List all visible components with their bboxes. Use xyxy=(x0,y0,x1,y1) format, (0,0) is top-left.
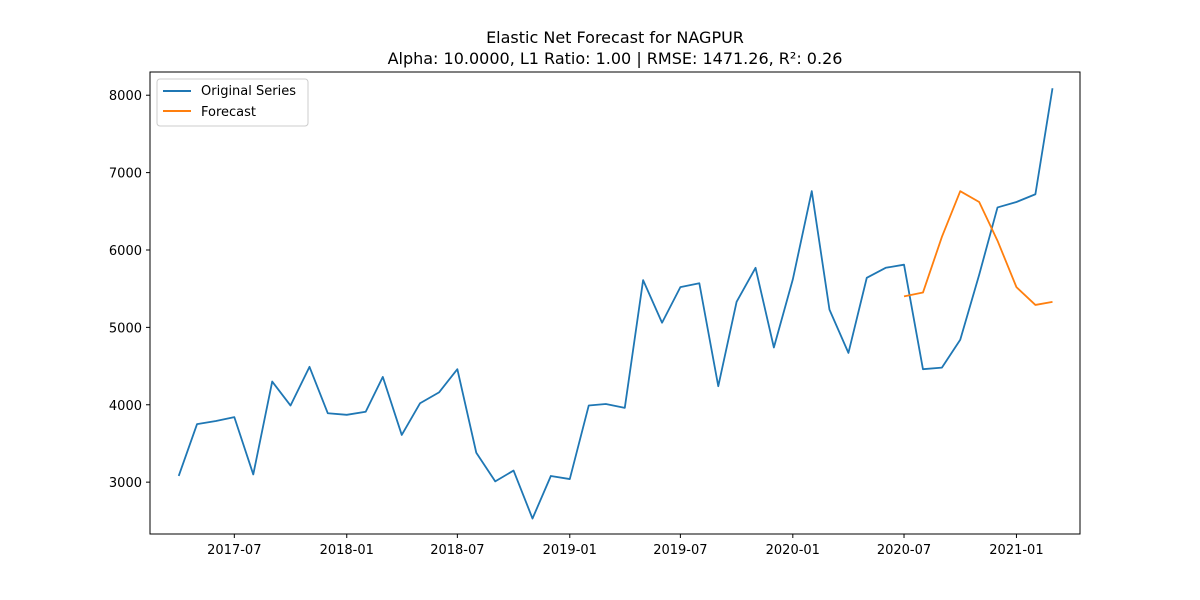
data-point xyxy=(1052,301,1054,303)
chart-title: Elastic Net Forecast for NAGPUR xyxy=(486,28,744,47)
data-point xyxy=(866,277,868,279)
x-tick-label: 2019-07 xyxy=(653,543,707,558)
data-point xyxy=(438,391,440,393)
data-point xyxy=(494,480,496,482)
x-tick-label: 2021-01 xyxy=(989,543,1043,558)
legend: Original Series Forecast xyxy=(156,78,309,127)
data-point xyxy=(792,278,794,280)
data-point xyxy=(847,352,849,354)
x-axis: 2017-07 2018-01 2018-07 2019-01 2019-07 2020-… xyxy=(207,534,1044,558)
data-point xyxy=(1015,286,1017,288)
data-point xyxy=(978,274,980,276)
data-point xyxy=(178,475,180,477)
x-tick-label: 2020-07 xyxy=(877,543,931,558)
legend-box xyxy=(156,78,309,127)
data-point xyxy=(290,405,292,407)
data-point xyxy=(885,267,887,269)
y-tick-label: 5000 xyxy=(109,321,142,336)
data-point xyxy=(941,236,943,238)
y-tick-label: 8000 xyxy=(109,89,142,104)
chart-subtitle: Alpha: 10.0000, L1 Ratio: 1.00 | RMSE: 1… xyxy=(388,49,843,68)
data-point xyxy=(997,240,999,242)
data-point xyxy=(661,322,663,324)
data-point xyxy=(475,452,477,454)
legend-label-forecast: Forecast xyxy=(201,105,256,120)
data-point xyxy=(941,367,943,369)
data-point xyxy=(365,411,367,413)
y-tick-label: 4000 xyxy=(109,399,142,414)
data-point xyxy=(456,368,458,370)
x-tick-label: 2019-01 xyxy=(543,543,597,558)
y-tick-label: 7000 xyxy=(109,167,142,182)
y-tick-label: 3000 xyxy=(109,476,142,491)
data-point xyxy=(717,385,719,387)
data-point xyxy=(642,279,644,281)
data-point xyxy=(569,478,571,480)
data-point xyxy=(679,286,681,288)
data-point xyxy=(252,473,254,475)
x-tick-label: 2018-07 xyxy=(430,543,484,558)
data-point xyxy=(1034,193,1036,195)
data-point xyxy=(550,475,552,477)
data-point xyxy=(605,403,607,405)
data-point xyxy=(513,470,515,472)
data-point xyxy=(903,264,905,266)
data-point xyxy=(382,376,384,378)
data-point xyxy=(401,434,403,436)
data-point xyxy=(327,412,329,414)
plot-frame xyxy=(149,71,1081,535)
data-point xyxy=(196,423,198,425)
data-point xyxy=(828,309,830,311)
data-point xyxy=(233,416,235,418)
data-point xyxy=(811,190,813,192)
data-point xyxy=(1052,87,1054,89)
series-points-original-series xyxy=(178,87,1054,519)
x-tick-label: 2020-01 xyxy=(766,543,820,558)
y-tick-label: 6000 xyxy=(109,244,142,259)
plot-area xyxy=(177,87,1054,520)
data-point xyxy=(419,402,421,404)
data-point xyxy=(1034,304,1036,306)
data-point xyxy=(698,282,700,284)
series-line-original-series xyxy=(177,88,1054,520)
data-point xyxy=(903,295,905,297)
data-point xyxy=(1015,201,1017,203)
x-tick-label: 2018-01 xyxy=(320,543,374,558)
data-point xyxy=(346,414,348,416)
series-line-forecast xyxy=(903,190,1053,306)
data-point xyxy=(532,518,534,520)
data-point xyxy=(959,190,961,192)
data-point xyxy=(736,301,738,303)
data-point xyxy=(959,339,961,341)
series-points-forecast xyxy=(903,190,1053,306)
data-point xyxy=(997,206,999,208)
data-point xyxy=(308,366,310,368)
data-point xyxy=(624,407,626,409)
data-point xyxy=(978,201,980,203)
data-point xyxy=(588,405,590,407)
data-point xyxy=(271,381,273,383)
y-axis: 3000 4000 5000 6000 7000 8000 xyxy=(109,89,150,491)
data-point xyxy=(755,267,757,269)
data-point xyxy=(922,292,924,294)
data-point xyxy=(215,420,217,422)
data-point xyxy=(922,368,924,370)
legend-label-original-series: Original Series xyxy=(201,84,296,99)
x-tick-label: 2017-07 xyxy=(207,543,261,558)
data-point xyxy=(773,347,775,349)
